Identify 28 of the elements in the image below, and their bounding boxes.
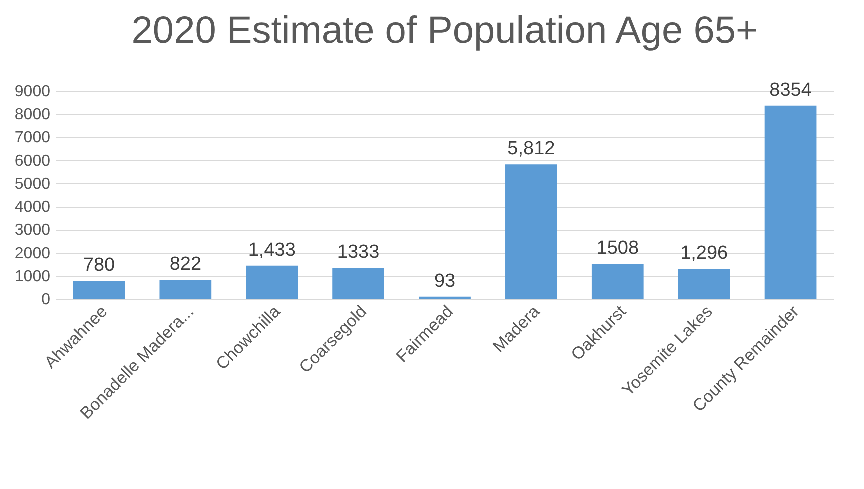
- data-label: 5,812: [508, 138, 556, 160]
- bar: [332, 268, 384, 299]
- data-label: 1333: [337, 242, 380, 264]
- data-label: 93: [434, 270, 456, 292]
- y-tick-label: 3000: [14, 222, 51, 240]
- bar: [246, 266, 298, 299]
- data-label: 822: [170, 254, 202, 276]
- bar: [160, 280, 212, 299]
- bar: [764, 106, 817, 299]
- y-tick-label: 9000: [14, 84, 51, 100]
- data-label: 8354: [770, 80, 812, 101]
- y-tick-label: 2000: [14, 245, 51, 262]
- y-tick-label: 0: [42, 292, 51, 308]
- y-tick-label: 4000: [14, 199, 51, 216]
- bar: [73, 280, 126, 299]
- y-tick-label: 5000: [14, 176, 51, 193]
- y-tick-label: 7000: [14, 130, 51, 147]
- y-tick-label: 8000: [14, 106, 51, 124]
- chart-title: 2020 Estimate of Population Age 65+: [132, 10, 758, 52]
- data-label: 1508: [596, 238, 640, 260]
- data-label: 780: [83, 254, 116, 276]
- bar: [506, 164, 558, 299]
- bar: [678, 269, 730, 299]
- data-label: 1,296: [680, 243, 728, 264]
- y-tick-label: 1000: [14, 268, 51, 286]
- y-tick-label: 6000: [14, 152, 51, 170]
- data-label: 1,433: [248, 240, 296, 261]
- bar: [592, 264, 644, 299]
